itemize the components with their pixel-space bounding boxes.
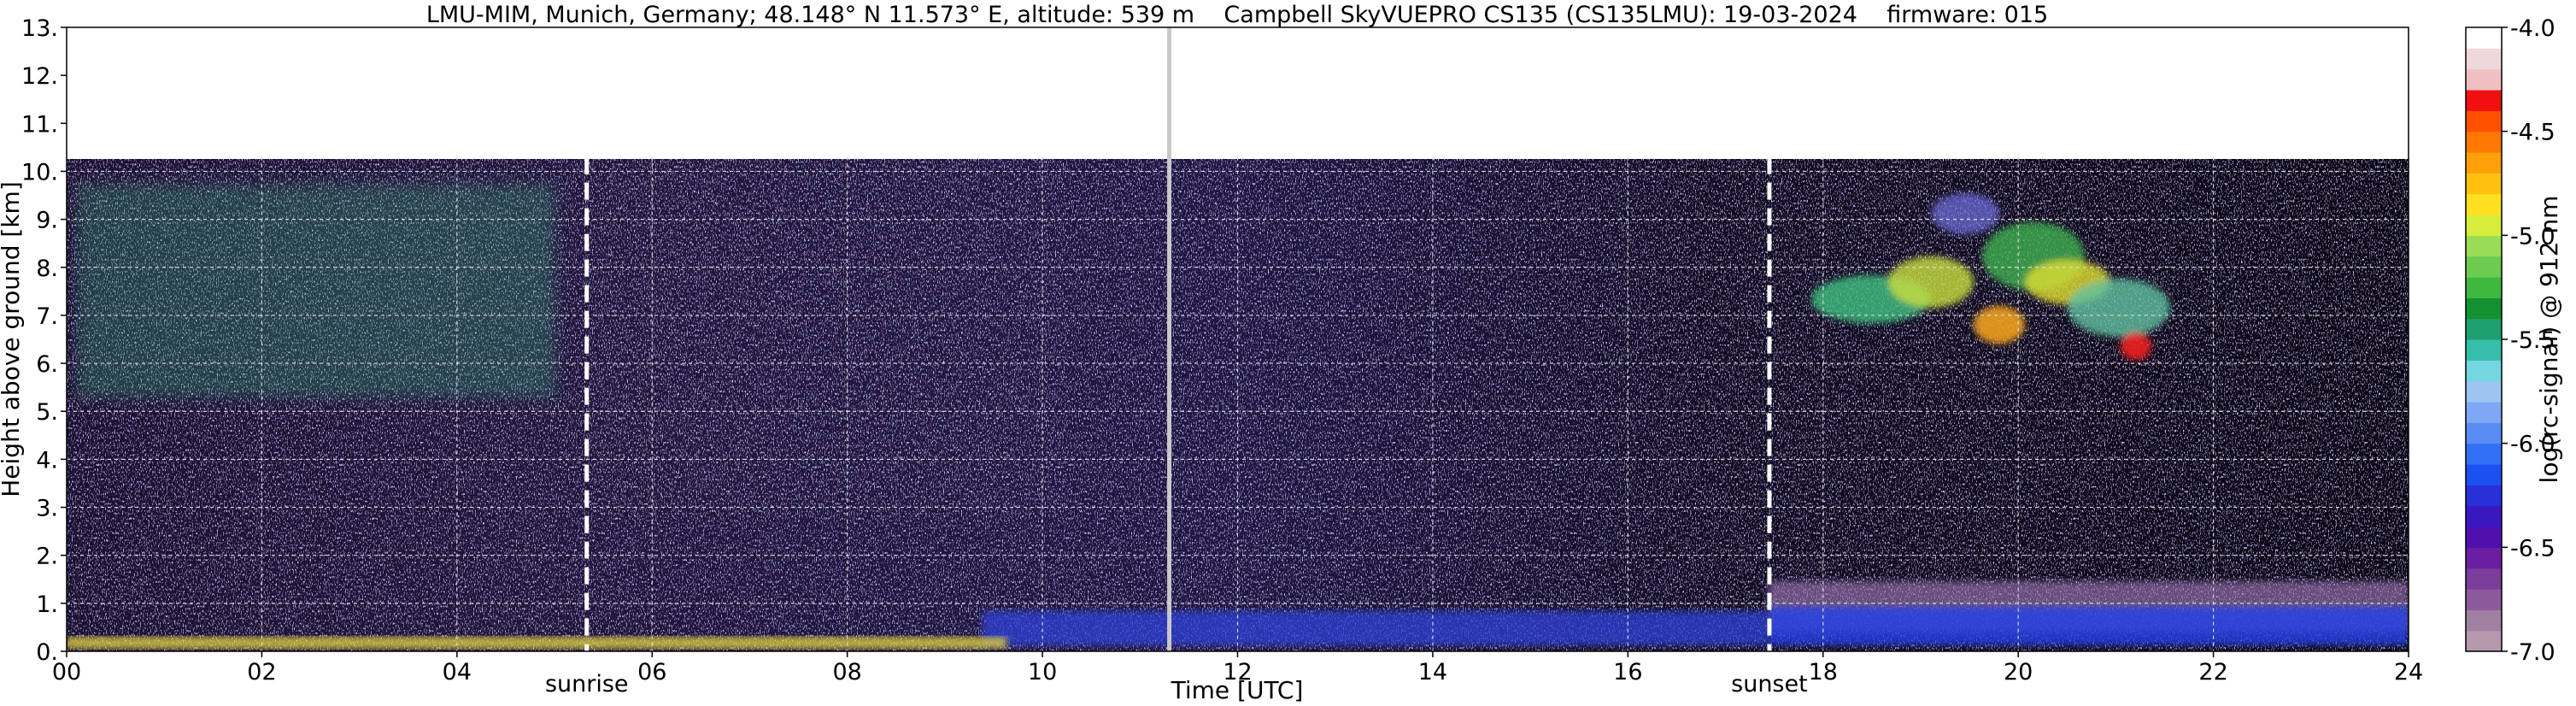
noise-speckle-bright bbox=[590, 159, 1068, 518]
colorbar-swatch bbox=[2466, 568, 2502, 590]
x-axis: 00 02 04 06 08 10 12 14 16 18 20 22 24 bbox=[52, 651, 2423, 685]
y-tick-label: 8. bbox=[36, 256, 58, 282]
x-tick-label: 16 bbox=[1613, 659, 1642, 685]
colorbar-swatch bbox=[2466, 443, 2502, 465]
y-tick-label: 12. bbox=[21, 63, 58, 90]
cirrus-cloud bbox=[1811, 193, 2170, 360]
x-tick-label: 22 bbox=[2198, 659, 2227, 685]
y-tick-label: 2. bbox=[36, 544, 58, 570]
annotations: sunrise sunset bbox=[545, 156, 1808, 697]
colorbar-swatch bbox=[2466, 318, 2502, 340]
sunrise-label: sunrise bbox=[545, 671, 629, 697]
colorbar-swatch bbox=[2466, 235, 2502, 257]
colorbar-swatch bbox=[2466, 297, 2502, 320]
colorbar-tick-label: -6.0 bbox=[2510, 432, 2555, 458]
x-tick-label: 02 bbox=[247, 659, 276, 685]
colorbar-tick-label: -5.0 bbox=[2510, 223, 2555, 250]
colorbar-swatch bbox=[2466, 277, 2502, 298]
upper-cloud-morning bbox=[77, 184, 555, 397]
colorbar-swatch bbox=[2466, 173, 2502, 195]
y-tick-label: 13. bbox=[21, 15, 58, 42]
sunset-label: sunset bbox=[1731, 671, 1808, 697]
colorbar-swatch bbox=[2466, 485, 2502, 507]
y-tick-label: 0. bbox=[36, 639, 58, 666]
colorbar-swatch bbox=[2466, 589, 2502, 610]
colorbar-swatch bbox=[2466, 609, 2502, 632]
x-tick-label: 08 bbox=[832, 659, 861, 685]
colorbar-swatch bbox=[2466, 152, 2502, 174]
colorbar-tick-label: -6.5 bbox=[2510, 535, 2555, 562]
y-tick-label: 1. bbox=[36, 591, 58, 618]
colorbar-swatch bbox=[2466, 68, 2502, 91]
x-tick-label: 20 bbox=[2004, 659, 2033, 685]
y-tick-label: 11. bbox=[21, 111, 58, 138]
y-axis-label: Height above ground [km] bbox=[0, 181, 25, 497]
x-tick-label: 18 bbox=[1809, 659, 1838, 685]
x-axis-label: Time [UTC] bbox=[1171, 676, 1304, 704]
clear-sky bbox=[67, 27, 2409, 157]
y-tick-label: 6. bbox=[36, 351, 58, 378]
colorbar-swatch bbox=[2466, 215, 2502, 236]
colorbar-swatch bbox=[2466, 422, 2502, 444]
y-tick-label: 7. bbox=[36, 303, 58, 330]
x-tick-label: 04 bbox=[443, 659, 472, 685]
plot-area: sunrise sunset 00 02 04 06 08 10 12 14 16 18 20 22 24… bbox=[21, 15, 2423, 697]
colorbar-swatch bbox=[2466, 360, 2502, 382]
grid bbox=[67, 156, 2409, 651]
colorbar-swatch bbox=[2466, 90, 2502, 111]
evening-boundary-layer bbox=[1769, 607, 2409, 645]
colorbar-tick-label: -4.0 bbox=[2510, 15, 2555, 42]
colorbar-label: log(rc-signal) @ 912 nm bbox=[2535, 196, 2563, 484]
colorbar-swatch bbox=[2466, 256, 2502, 278]
x-tick-label: 00 bbox=[52, 659, 81, 685]
colorbar-swatch bbox=[2466, 193, 2502, 215]
y-tick-label: 3. bbox=[36, 496, 58, 522]
y-tick-label: 9. bbox=[36, 208, 58, 234]
colorbar-swatch bbox=[2466, 48, 2502, 70]
x-tick-label: 06 bbox=[637, 659, 666, 685]
chart-title: LMU-MIM, Munich, Germany; 48.148° N 11.5… bbox=[426, 2, 2048, 28]
colorbar: -4.0 -4.5 -5.0 -5.5 -6.0 -6.5 -7.0 bbox=[2465, 15, 2555, 666]
colorbar-tick-label: -7.0 bbox=[2510, 639, 2555, 666]
day-boundary-layer bbox=[983, 611, 1769, 645]
colorbar-swatch bbox=[2466, 339, 2502, 361]
x-tick-label: 24 bbox=[2394, 659, 2423, 685]
colorbar-swatch bbox=[2466, 402, 2502, 423]
y-tick-label: 5. bbox=[36, 399, 58, 426]
colorbar-swatch bbox=[2466, 131, 2502, 153]
x-tick-label: 12 bbox=[1223, 659, 1252, 685]
colorbar-swatch bbox=[2466, 547, 2502, 569]
colorbar-swatch bbox=[2466, 464, 2502, 485]
surface-layer bbox=[67, 637, 1006, 649]
backscatter-heatmap bbox=[67, 27, 2409, 651]
y-axis: 0. 1. 2. 3. 4. 5. 6. 7. 8. 9. 10. 11. 12. 13. bbox=[21, 15, 67, 666]
colorbar-swatch bbox=[2466, 27, 2502, 49]
colorbar-tick-label: -5.5 bbox=[2510, 327, 2555, 354]
x-tick-label: 14 bbox=[1418, 659, 1447, 685]
colorbar-swatch bbox=[2466, 505, 2502, 527]
colorbar-swatch bbox=[2466, 110, 2502, 132]
y-tick-label: 4. bbox=[36, 447, 58, 474]
colorbar-swatch bbox=[2466, 630, 2502, 652]
colorbar-tick-label: -4.5 bbox=[2510, 120, 2555, 146]
y-tick-label: 10. bbox=[21, 159, 58, 185]
x-tick-label: 10 bbox=[1028, 659, 1057, 685]
colorbar-swatch bbox=[2466, 527, 2502, 548]
colorbar-swatch bbox=[2466, 380, 2502, 403]
